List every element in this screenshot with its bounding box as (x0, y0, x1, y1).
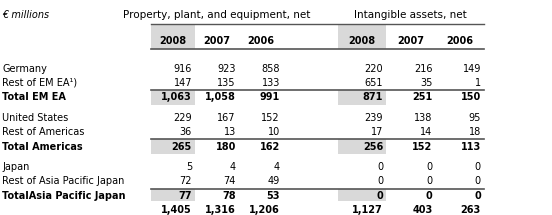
Text: 138: 138 (414, 113, 433, 123)
Text: 229: 229 (173, 113, 192, 123)
Text: 1,206: 1,206 (249, 205, 280, 215)
Bar (337, 90, 386, 104)
Text: 167: 167 (217, 113, 236, 123)
Text: € millions: € millions (3, 10, 50, 20)
Text: 74: 74 (224, 176, 236, 186)
Text: 149: 149 (463, 64, 481, 74)
Text: 858: 858 (261, 64, 280, 74)
Text: 4: 4 (274, 162, 280, 172)
Text: 72: 72 (179, 176, 192, 186)
Text: 17: 17 (371, 127, 383, 137)
Text: 150: 150 (460, 92, 481, 102)
Text: 135: 135 (217, 78, 236, 88)
Text: 871: 871 (363, 92, 383, 102)
Text: Intangible assets, net: Intangible assets, net (354, 10, 467, 20)
Bar (151, 139, 195, 154)
Text: 256: 256 (363, 141, 383, 152)
Bar (337, 25, 386, 49)
Text: Total Americas: Total Americas (3, 141, 83, 152)
Text: 2007: 2007 (397, 36, 424, 46)
Bar (337, 189, 386, 203)
Text: 35: 35 (420, 78, 433, 88)
Text: 2006: 2006 (446, 36, 473, 46)
Text: 4: 4 (230, 162, 236, 172)
Text: 152: 152 (261, 113, 280, 123)
Text: 0: 0 (474, 191, 481, 201)
Text: Rest of EM EA¹): Rest of EM EA¹) (3, 78, 78, 88)
Bar (337, 203, 386, 215)
Text: 0: 0 (377, 162, 383, 172)
Text: 18: 18 (469, 127, 481, 137)
Text: Japan: Japan (3, 162, 30, 172)
Text: 651: 651 (365, 78, 383, 88)
Text: 251: 251 (412, 92, 433, 102)
Text: Rest of Americas: Rest of Americas (3, 127, 85, 137)
Text: 2007: 2007 (203, 36, 230, 46)
Text: 991: 991 (259, 92, 280, 102)
Bar (151, 25, 195, 49)
Text: 180: 180 (215, 141, 236, 152)
Text: 95: 95 (469, 113, 481, 123)
Text: Property, plant, and equipment, net: Property, plant, and equipment, net (123, 10, 310, 20)
Text: 0: 0 (426, 176, 433, 186)
Text: 1,063: 1,063 (161, 92, 192, 102)
Text: 263: 263 (460, 205, 481, 215)
Text: 133: 133 (262, 78, 280, 88)
Text: 1,127: 1,127 (352, 205, 383, 215)
Text: 0: 0 (377, 176, 383, 186)
Text: Rest of Asia Pacific Japan: Rest of Asia Pacific Japan (3, 176, 125, 186)
Text: 0: 0 (426, 191, 433, 201)
Text: 0: 0 (376, 191, 383, 201)
Text: 239: 239 (365, 113, 383, 123)
Text: 2008: 2008 (159, 36, 187, 46)
Bar (151, 189, 195, 203)
Text: 10: 10 (268, 127, 280, 137)
Text: United States: United States (3, 113, 69, 123)
Text: 1,316: 1,316 (205, 205, 236, 215)
Text: 162: 162 (259, 141, 280, 152)
Text: 0: 0 (475, 176, 481, 186)
Text: 1: 1 (475, 78, 481, 88)
Text: 53: 53 (267, 191, 280, 201)
Text: 14: 14 (420, 127, 433, 137)
Text: 152: 152 (412, 141, 433, 152)
Bar (337, 139, 386, 154)
Text: 13: 13 (224, 127, 236, 137)
Bar (151, 90, 195, 104)
Text: 113: 113 (460, 141, 481, 152)
Text: 923: 923 (217, 64, 236, 74)
Text: 220: 220 (364, 64, 383, 74)
Text: 78: 78 (222, 191, 236, 201)
Text: Germany: Germany (3, 64, 47, 74)
Text: 2008: 2008 (348, 36, 375, 46)
Text: 0: 0 (475, 162, 481, 172)
Text: 265: 265 (172, 141, 192, 152)
Text: 916: 916 (173, 64, 192, 74)
Text: TotalAsia Pacific Japan: TotalAsia Pacific Japan (3, 191, 126, 201)
Text: Total EM EA: Total EM EA (3, 92, 66, 102)
Text: 36: 36 (180, 127, 192, 137)
Text: 0: 0 (426, 162, 433, 172)
Text: 147: 147 (173, 78, 192, 88)
Text: 5: 5 (185, 162, 192, 172)
Text: 2006: 2006 (247, 36, 274, 46)
Text: 49: 49 (268, 176, 280, 186)
Text: 216: 216 (414, 64, 433, 74)
Text: 1,058: 1,058 (205, 92, 236, 102)
Text: 77: 77 (178, 191, 192, 201)
Bar (151, 203, 195, 215)
Text: 403: 403 (412, 205, 433, 215)
Text: 1,405: 1,405 (161, 205, 192, 215)
